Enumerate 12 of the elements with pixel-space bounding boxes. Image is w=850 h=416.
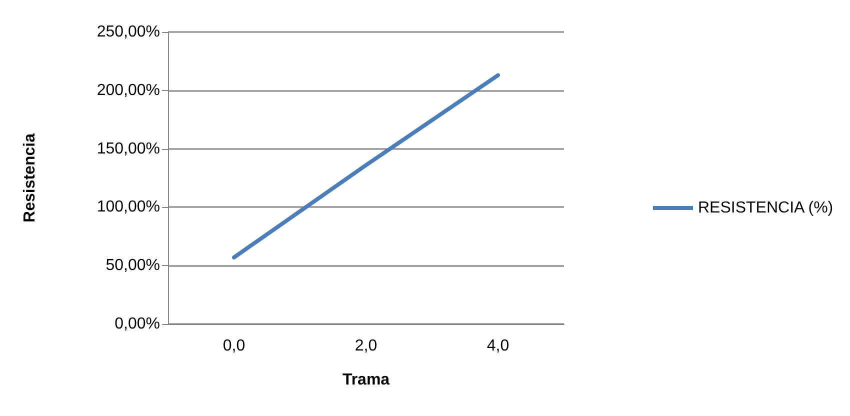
y-tick-label: 200,00% <box>96 82 160 99</box>
x-tick-label: 0,0 <box>222 338 246 354</box>
y-tick-label: 250,00% <box>96 24 160 40</box>
y-tick-label: 0,00% <box>114 316 160 332</box>
legend-label: RESISTENCIA (%) <box>698 200 834 216</box>
y-tick-label: 100,00% <box>96 198 160 216</box>
y-tick-label: 50,00% <box>106 257 160 274</box>
x-tick-label: 4,0 <box>486 338 510 354</box>
y-tick-label: 150,00% <box>96 140 160 158</box>
x-axis-title: Trama <box>342 372 390 388</box>
y-axis-title: Resistencia <box>22 133 38 222</box>
x-tick-label: 2,0 <box>354 338 378 354</box>
